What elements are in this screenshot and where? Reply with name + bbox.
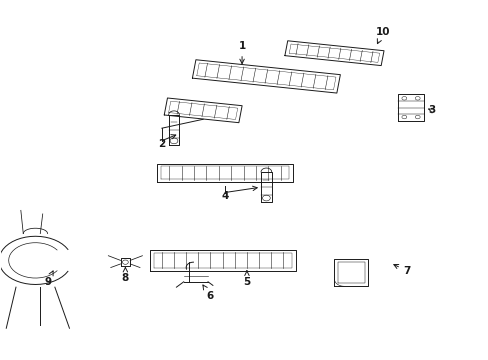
Text: 1: 1 (238, 41, 245, 64)
Text: 3: 3 (427, 105, 434, 115)
Text: 4: 4 (221, 191, 228, 201)
Text: 7: 7 (393, 265, 410, 276)
Text: 10: 10 (375, 27, 389, 44)
Text: 8: 8 (122, 267, 129, 283)
Text: 5: 5 (243, 271, 250, 287)
Text: 9: 9 (44, 271, 53, 287)
Text: 6: 6 (203, 285, 214, 301)
Text: 2: 2 (158, 139, 165, 149)
